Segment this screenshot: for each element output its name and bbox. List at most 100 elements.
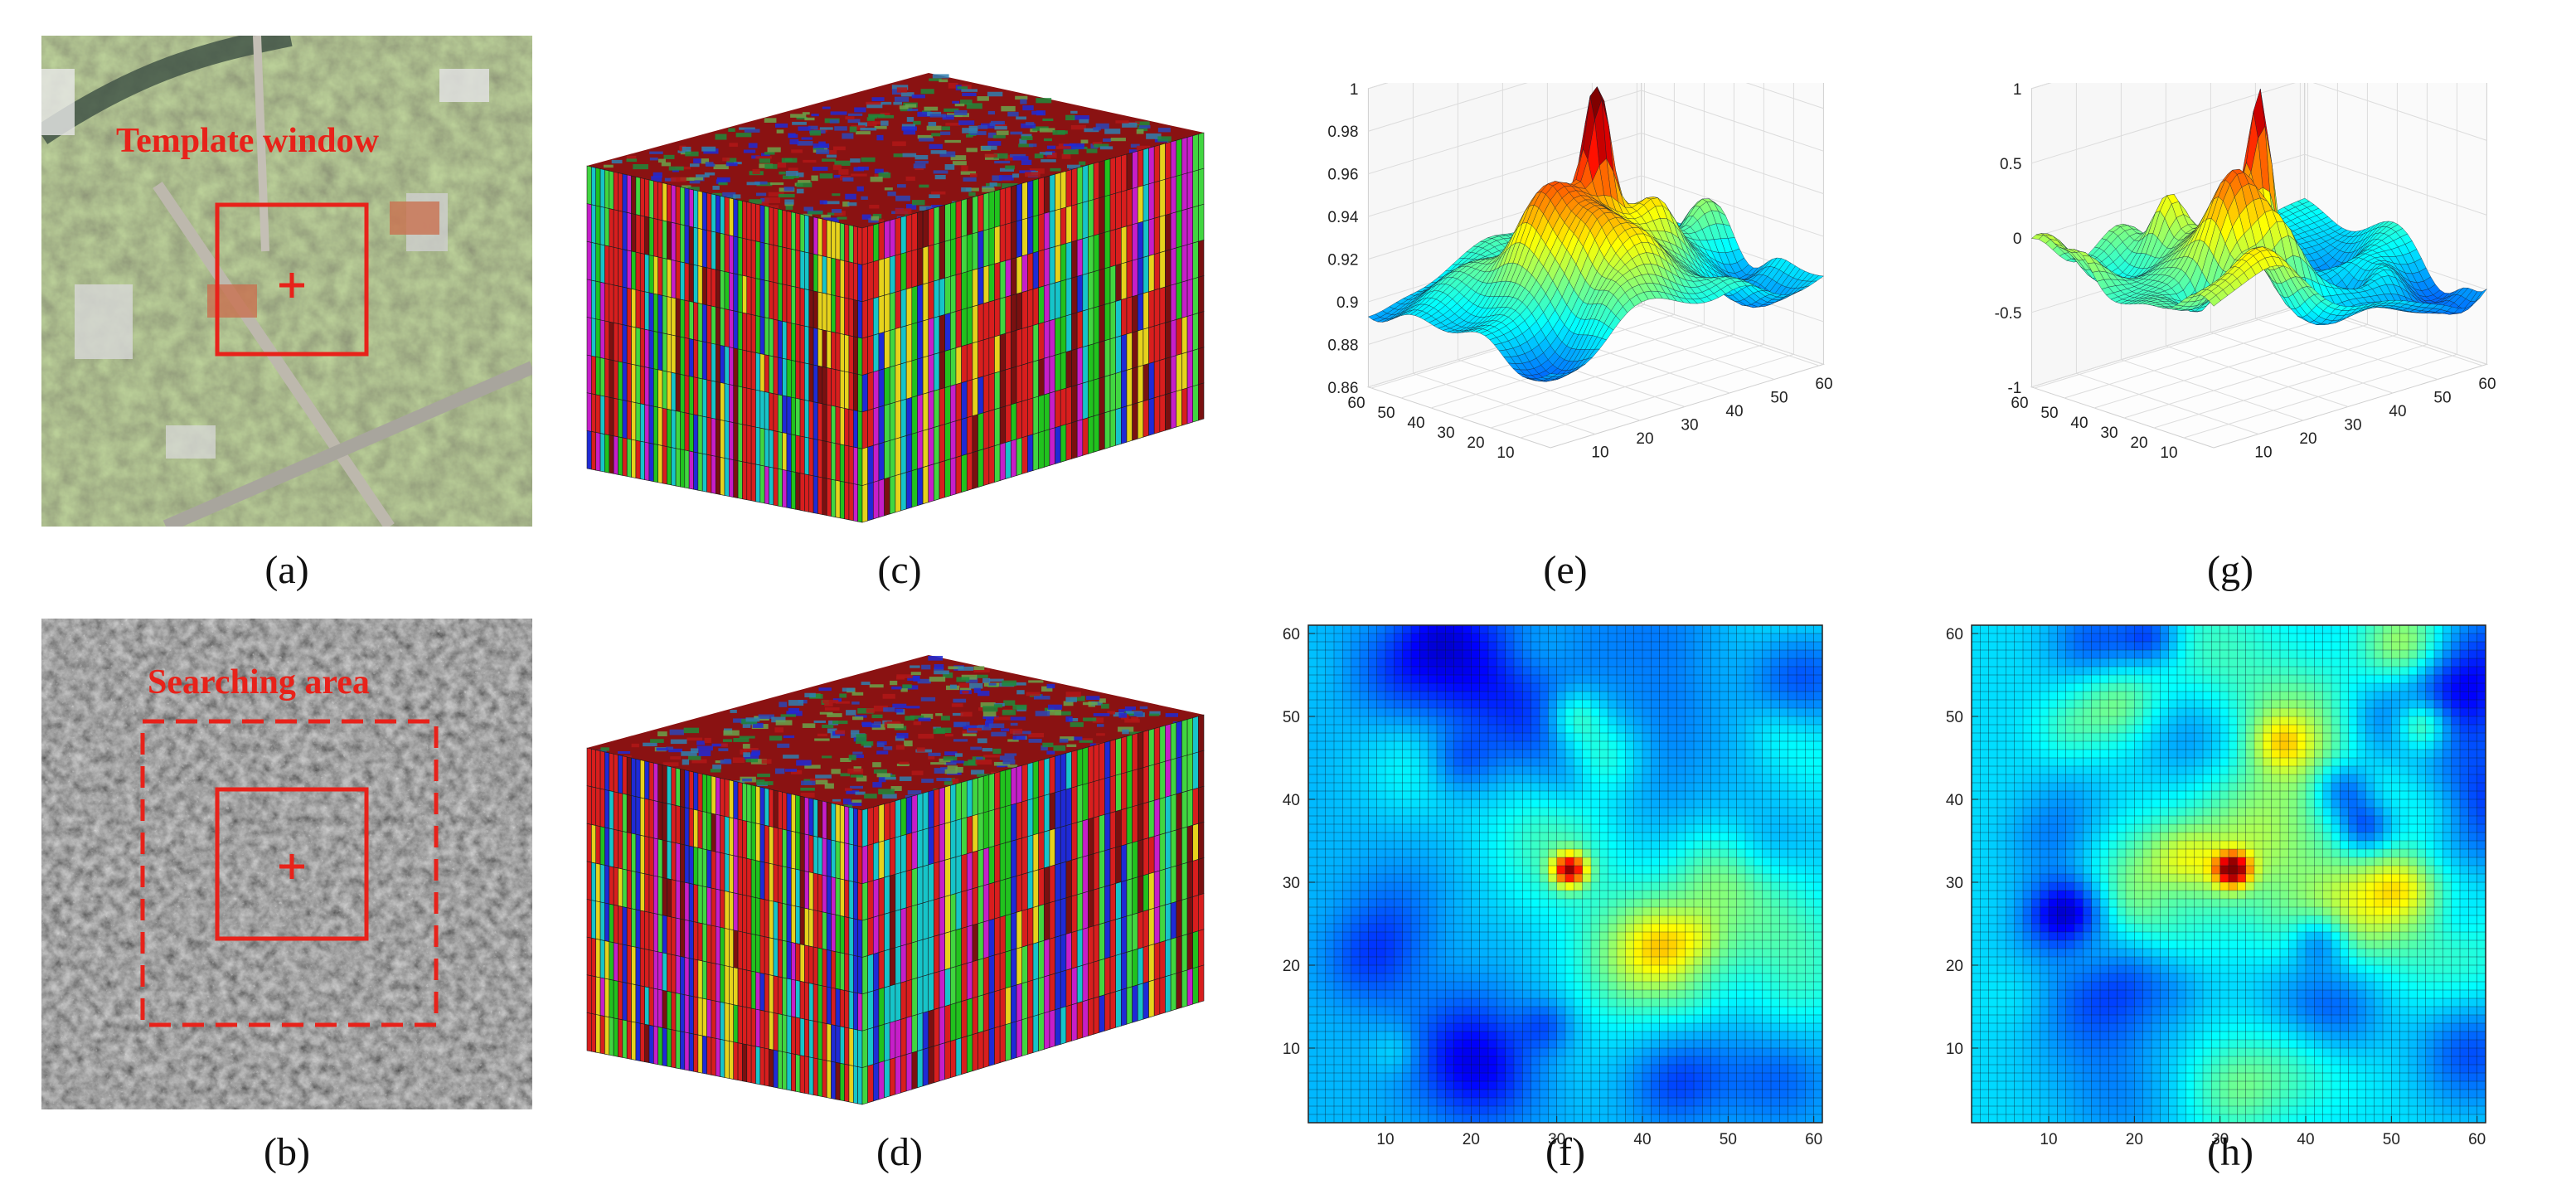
z-tick-label: 0.86: [1327, 380, 1358, 397]
caption-e: (e): [1543, 548, 1588, 592]
caption-f: (f): [1545, 1130, 1585, 1174]
x-tick-label: 10: [1376, 1131, 1394, 1144]
z-tick-label: 0.88: [1327, 337, 1358, 354]
x-tick-label: 40: [2389, 403, 2406, 420]
z-tick-label: 1: [1350, 83, 1359, 99]
cube-top-texture: [603, 74, 1183, 225]
caption-c: (c): [877, 548, 922, 592]
x-tick-label: 60: [2468, 1131, 2486, 1144]
template-center-marker: [279, 273, 304, 298]
y-tick-label: 20: [1946, 958, 1963, 975]
x-tick-label: 40: [1725, 403, 1743, 420]
y-tick-label: 20: [1467, 434, 1484, 452]
x-tick-label: 50: [2433, 390, 2451, 407]
z-tick-label: 0.5: [2000, 156, 2021, 173]
y-tick-label: 40: [2070, 415, 2088, 432]
y-tick-label: 30: [1283, 875, 1300, 892]
optical-image: Template window: [41, 36, 532, 527]
cube-top-face: [587, 73, 1204, 228]
z-tick-label: -0.5: [1995, 305, 2022, 323]
x-tick-label: 30: [2344, 417, 2361, 434]
z-tick-label: 0.96: [1327, 167, 1358, 184]
z-tick-label: 0: [2013, 231, 2022, 248]
z-tick-label: 1: [2013, 83, 2022, 99]
caption-g: (g): [2207, 548, 2253, 592]
cube-faces: [586, 655, 1205, 1105]
searching-area-box: [140, 719, 439, 1027]
y-tick-label: 50: [1946, 709, 1963, 726]
z-tick-label: 0.94: [1327, 209, 1358, 226]
y-tick-label: 30: [1946, 875, 1963, 892]
x-tick-label: 50: [1720, 1131, 1737, 1144]
y-tick-label: 40: [1407, 415, 1424, 432]
surface-mesh: [2030, 89, 2487, 325]
x-tick-label: 30: [2211, 1131, 2229, 1144]
cube-top-face: [587, 655, 1204, 810]
x-tick-label: 20: [2126, 1131, 2143, 1144]
similarity-surface-e: 1020304050601020304050600.860.880.90.920…: [1327, 83, 1833, 462]
x-tick-label: 10: [2040, 1131, 2057, 1144]
x-tick-label: 60: [1815, 376, 1832, 393]
y-tick-label: 40: [1283, 792, 1300, 809]
x-tick-label: 20: [1463, 1131, 1480, 1144]
sar-image: Searching area: [41, 619, 532, 1109]
z-tick-label: 0.9: [1337, 294, 1358, 312]
y-tick-label: 60: [1347, 395, 1365, 412]
x-tick-label: 50: [1770, 390, 1788, 407]
searching-area-label: Searching area: [148, 663, 370, 701]
x-tick-label: 30: [1548, 1131, 1565, 1144]
y-tick-label: 20: [2130, 434, 2147, 452]
heatmap-frame: [1307, 624, 1823, 1124]
x-tick-label: 40: [2297, 1131, 2314, 1144]
y-tick-label: 30: [1437, 425, 1454, 442]
heatmap-cells: [1971, 624, 2486, 1124]
z-tick-label: 0.92: [1327, 252, 1358, 269]
caption-d: (d): [876, 1130, 923, 1174]
x-tick-label: 40: [1633, 1131, 1651, 1144]
cube-front-face: [586, 165, 863, 523]
z-tick-label: -1: [2007, 380, 2021, 397]
y-tick-label: 60: [1946, 626, 1963, 643]
feature-cube-sar: [586, 655, 1205, 1105]
cube-front-face: [586, 747, 863, 1105]
search-template-box: [215, 787, 369, 941]
similarity-heatmap-h: 10 20 30 40 50 60 10 20 30 40 50 60: [1946, 624, 2486, 1144]
axis-ticks: 1020304050601020304050600.860.880.90.920…: [1327, 83, 1832, 462]
heatmap-cells: [1307, 624, 1823, 1124]
cube-right-face: [861, 132, 1205, 523]
template-window-box: [215, 202, 369, 357]
y-tick-label: 10: [1283, 1041, 1300, 1058]
x-tick-label: 30: [1681, 417, 1698, 434]
x-tick-label: 10: [1591, 444, 1608, 462]
heatmap-frame: [1971, 624, 2486, 1124]
caption-b: (b): [264, 1130, 310, 1174]
search-center-marker: [279, 854, 304, 879]
template-window-label: Template window: [116, 122, 380, 160]
x-tick-label: 20: [2299, 430, 2316, 448]
cube-right-face: [861, 714, 1205, 1105]
feature-cube-optical: [586, 73, 1205, 523]
y-tick-label: 10: [1946, 1041, 1963, 1058]
caption-a: (a): [264, 548, 309, 592]
similarity-heatmap-f: 10 20 30 40 50 60 10 20 30 40 50 60: [1283, 624, 1823, 1144]
z-tick-label: 0.98: [1327, 124, 1358, 141]
y-tick-label: 30: [2100, 425, 2118, 442]
y-tick-label: 60: [1283, 626, 1300, 643]
x-tick-label: 50: [2383, 1131, 2400, 1144]
y-tick-label: 40: [1946, 792, 1963, 809]
y-tick-label: 50: [1377, 405, 1395, 422]
y-tick-label: 20: [1283, 958, 1300, 975]
caption-h: (h): [2207, 1130, 2253, 1174]
surface-mesh: [1368, 86, 1824, 382]
y-tick-label: 50: [2040, 405, 2058, 422]
y-tick-label: 60: [2011, 395, 2028, 412]
cube-faces: [586, 73, 1205, 523]
y-tick-label: 10: [1497, 444, 1514, 462]
y-tick-label: 10: [2160, 444, 2177, 462]
x-tick-label: 10: [2254, 444, 2272, 462]
x-tick-label: 20: [1636, 430, 1653, 448]
x-tick-label: 60: [2478, 376, 2496, 393]
y-tick-label: 50: [1283, 709, 1300, 726]
